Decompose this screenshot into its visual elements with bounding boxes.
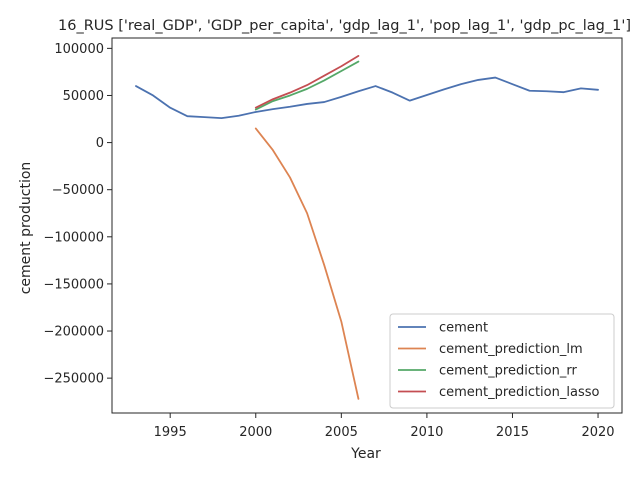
series-line-cement-prediction-rr: [254, 60, 360, 111]
y-tick-label: −100000: [43, 230, 104, 245]
y-axis-label: cement production: [18, 162, 34, 295]
legend-label: cement_prediction_lm: [439, 342, 583, 357]
plot-frame: [111, 37, 623, 414]
x-axis-label: Year: [350, 446, 381, 462]
y-tick-label: −250000: [43, 372, 104, 387]
legend: cement cement_prediction_lm cement_predict…: [389, 313, 615, 409]
y-tick-label: 0: [96, 136, 104, 151]
chart-title: 16_RUS ['real_GDP', 'GDP_per_capita', 'g…: [58, 18, 631, 34]
series-line-cement: [135, 76, 599, 119]
y-tick-label: 50000: [63, 89, 104, 104]
series-line-cement-prediction-lm: [254, 127, 360, 400]
legend-label: cement: [439, 321, 488, 336]
x-tick-label: 2000: [239, 425, 272, 440]
legend-box: [389, 313, 615, 409]
series-line-cement-prediction-lasso: [254, 55, 360, 109]
x-tick-label: 2010: [410, 425, 443, 440]
plot-area: [111, 37, 623, 414]
x-tick-label: 1995: [154, 425, 187, 440]
y-axis: 100000 50000 0 −50000 −100000 −150000 −200000 −…: [43, 42, 112, 387]
x-tick-label: 2015: [496, 425, 529, 440]
y-tick-label: −200000: [43, 325, 104, 340]
legend-label: cement_prediction_rr: [439, 364, 577, 379]
y-tick-label: 100000: [54, 42, 104, 57]
legend-label: cement_prediction_lasso: [439, 385, 599, 400]
x-tick-label: 2005: [325, 425, 358, 440]
y-tick-label: −50000: [52, 183, 104, 198]
x-axis: 1995 2000 2005 2010 2015 2020: [154, 413, 615, 440]
x-tick-label: 2020: [581, 425, 614, 440]
y-tick-label: −150000: [43, 277, 104, 292]
